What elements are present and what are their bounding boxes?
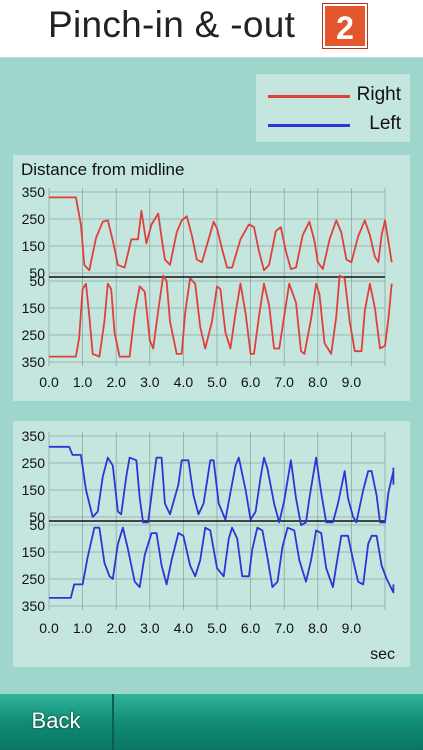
y-tick-label: 150	[22, 300, 46, 316]
legend-right-swatch	[268, 95, 350, 98]
x-tick-label: 2.0	[106, 374, 126, 390]
page-title: Pinch-in & -out	[48, 4, 296, 45]
y-tick-label: 250	[22, 211, 46, 227]
x-tick-label: 7.0	[274, 620, 294, 636]
x-tick-label: 8.0	[308, 620, 328, 636]
x-tick-label: 0.0	[39, 374, 59, 390]
y-tick-label: 150	[22, 238, 46, 254]
y-tick-label: 250	[22, 571, 46, 587]
x-tick-label: 9.0	[342, 620, 362, 636]
y-tick-label: 50	[29, 265, 45, 281]
x-tick-label: 5.0	[207, 620, 227, 636]
y-tick-label: 250	[22, 455, 46, 471]
x-tick-label: 7.0	[274, 374, 294, 390]
y-tick-label: 150	[22, 544, 46, 560]
x-tick-label: 1.0	[73, 620, 93, 636]
y-tick-label: 250	[22, 327, 46, 343]
y-tick-label: 350	[22, 354, 46, 370]
series-line-lower	[49, 526, 395, 599]
x-tick-label: 8.0	[308, 374, 328, 390]
chart-legend: Right Left	[256, 74, 410, 142]
x-tick-label: 4.0	[174, 374, 194, 390]
x-tick-label: 4.0	[174, 620, 194, 636]
bottom-toolbar: Back	[0, 694, 423, 750]
x-tick-label: 3.0	[140, 620, 160, 636]
chart-title: Distance from midline	[21, 160, 184, 179]
back-button[interactable]: Back	[0, 694, 114, 750]
y-tick-label: 350	[22, 598, 46, 614]
x-tick-label: 6.0	[241, 620, 261, 636]
legend-right-label: Right	[356, 84, 401, 105]
x-tick-label: 0.0	[39, 620, 59, 636]
y-tick-label: 50	[29, 273, 45, 289]
x-tick-label: 3.0	[140, 374, 160, 390]
x-tick-label: 1.0	[73, 374, 93, 390]
legend-left-swatch	[268, 124, 350, 127]
y-tick-label: 350	[22, 184, 46, 200]
y-tick-label: 350	[22, 428, 46, 444]
series-line-upper	[49, 445, 395, 526]
left-hand-chart-panel: 350 250 150 50 50 150 250 350 0.0 1.0 2.0 3.0 4.0 5.0…	[13, 421, 410, 667]
y-tick-label: 50	[29, 517, 45, 533]
x-tick-label: 5.0	[207, 374, 227, 390]
series-line-upper	[49, 196, 393, 272]
right-hand-chart-panel: 350 250 150 50 50 150 250 350 0.0 1.0 2.0 3.0 4.0 5.0…	[13, 155, 410, 401]
step-badge: 2	[322, 3, 368, 49]
series-line-lower	[49, 274, 393, 358]
legend-left-label: Left	[369, 113, 401, 134]
x-tick-label: 9.0	[342, 374, 362, 390]
header-bar: Pinch-in & -out 2	[0, 0, 423, 58]
y-tick-label: 50	[29, 509, 45, 525]
x-tick-label: 2.0	[106, 620, 126, 636]
x-axis-label: sec	[370, 646, 395, 663]
y-tick-label: 150	[22, 482, 46, 498]
x-tick-label: 6.0	[241, 374, 261, 390]
